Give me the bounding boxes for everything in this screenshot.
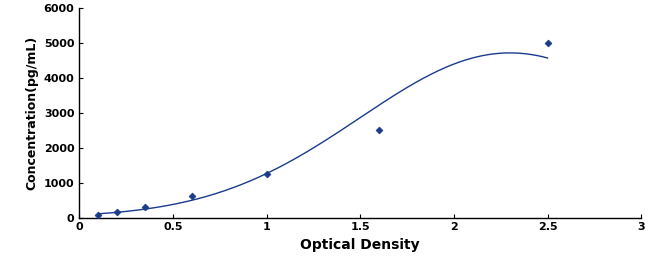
Y-axis label: Concentration(pg/mL): Concentration(pg/mL)	[25, 36, 38, 190]
X-axis label: Optical Density: Optical Density	[301, 238, 420, 252]
